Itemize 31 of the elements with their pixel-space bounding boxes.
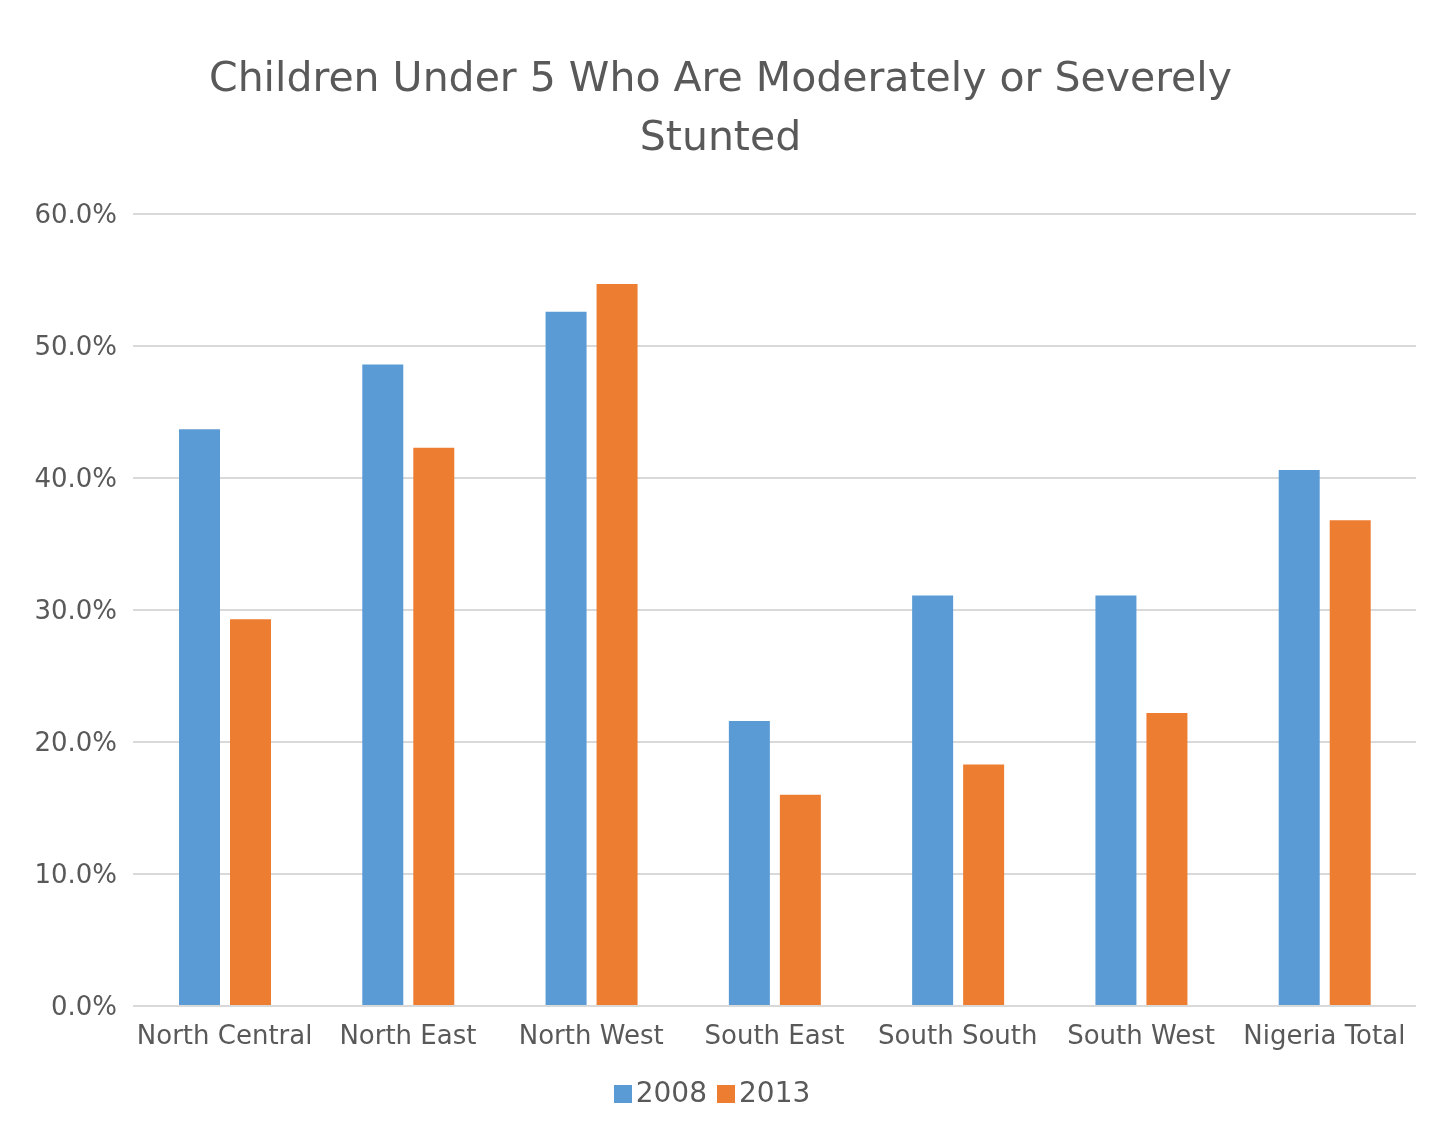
x-tick-label: Nigeria Total xyxy=(1243,1020,1406,1051)
bar xyxy=(230,619,271,1006)
x-tick-label: North East xyxy=(339,1020,477,1051)
bar xyxy=(779,794,821,1006)
bar xyxy=(596,283,638,1006)
bar xyxy=(362,364,404,1006)
bar xyxy=(179,429,220,1006)
bar xyxy=(545,311,587,1006)
y-tick-label: 20.0% xyxy=(34,727,117,758)
x-tick-label: South East xyxy=(704,1020,845,1051)
x-tick-label: South West xyxy=(1067,1020,1215,1051)
legend-label: 2008 xyxy=(635,1076,707,1109)
x-tick-label: North Central xyxy=(136,1020,313,1051)
bar xyxy=(1095,595,1137,1006)
x-tick-label: North West xyxy=(518,1020,664,1051)
y-tick-label: 60.0% xyxy=(34,199,117,230)
y-tick-label: 40.0% xyxy=(34,463,117,494)
bar xyxy=(1329,520,1371,1006)
bar xyxy=(912,595,954,1006)
bar xyxy=(1278,470,1320,1006)
bar xyxy=(1146,712,1188,1006)
bar xyxy=(728,720,770,1006)
bar xyxy=(413,447,455,1006)
y-tick-label: 0.0% xyxy=(50,991,117,1022)
x-tick-label: South South xyxy=(878,1020,1038,1051)
y-tick-label: 30.0% xyxy=(34,595,117,626)
bar xyxy=(963,764,1005,1006)
chart-title: Children Under 5 Who Are Moderately or Severely Stunted xyxy=(208,52,1233,162)
y-tick-label: 50.0% xyxy=(34,331,117,362)
legend-label: 2013 xyxy=(739,1076,811,1109)
y-tick-label: 10.0% xyxy=(34,859,117,890)
